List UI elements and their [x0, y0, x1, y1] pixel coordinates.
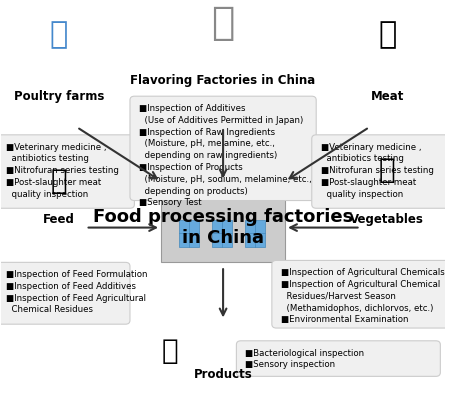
FancyBboxPatch shape	[179, 220, 199, 247]
FancyBboxPatch shape	[130, 96, 316, 201]
Text: 🏭: 🏭	[211, 4, 235, 42]
Text: Meat: Meat	[371, 90, 404, 103]
Text: Poultry farms: Poultry farms	[14, 90, 104, 103]
Text: Vegetables: Vegetables	[350, 213, 424, 226]
FancyBboxPatch shape	[312, 135, 449, 208]
Text: ■Veterinary medicine ,
  antibiotics testing
■Nitrofuran series testing
■Post-sl: ■Veterinary medicine , antibiotics testi…	[6, 142, 118, 199]
FancyBboxPatch shape	[245, 220, 265, 247]
FancyBboxPatch shape	[272, 261, 449, 328]
Text: 🛍️: 🛍️	[51, 167, 67, 195]
FancyBboxPatch shape	[237, 341, 440, 376]
Text: Products: Products	[194, 368, 253, 381]
Text: Food processing factories
in China: Food processing factories in China	[93, 208, 353, 247]
Bar	[188, 166, 199, 193]
Text: ■Inspection of Additives
  (Use of Additives Permitted in Japan)
■Inspection of : ■Inspection of Additives (Use of Additiv…	[139, 104, 311, 207]
Text: ■Inspection of Feed Formulation
■Inspection of Feed Additives
■Inspection of Fee: ■Inspection of Feed Formulation ■Inspect…	[6, 270, 147, 314]
Text: 🍗: 🍗	[162, 337, 178, 365]
Text: 🥦: 🥦	[379, 156, 395, 184]
FancyBboxPatch shape	[161, 193, 285, 263]
Text: ■Inspection of Agricultural Chemicals
■Inspection of Agricultural Chemical
  Res: ■Inspection of Agricultural Chemicals ■I…	[281, 268, 445, 324]
FancyBboxPatch shape	[212, 220, 232, 247]
Text: ■Veterinary medicine ,
  antibiotics testing
■Nitrofuran series testing
■Post-sl: ■Veterinary medicine , antibiotics testi…	[320, 142, 434, 199]
FancyBboxPatch shape	[0, 135, 135, 208]
Bar	[241, 166, 252, 193]
Bar	[214, 166, 225, 193]
Text: Flavoring Factories in China: Flavoring Factories in China	[130, 74, 316, 87]
Text: 🥩: 🥩	[378, 20, 396, 49]
Text: 🏭: 🏭	[50, 20, 68, 49]
Text: ■Bacteriological inspection
■Sensory inspection: ■Bacteriological inspection ■Sensory ins…	[245, 349, 365, 369]
FancyBboxPatch shape	[0, 263, 130, 324]
Text: Feed: Feed	[43, 213, 75, 226]
